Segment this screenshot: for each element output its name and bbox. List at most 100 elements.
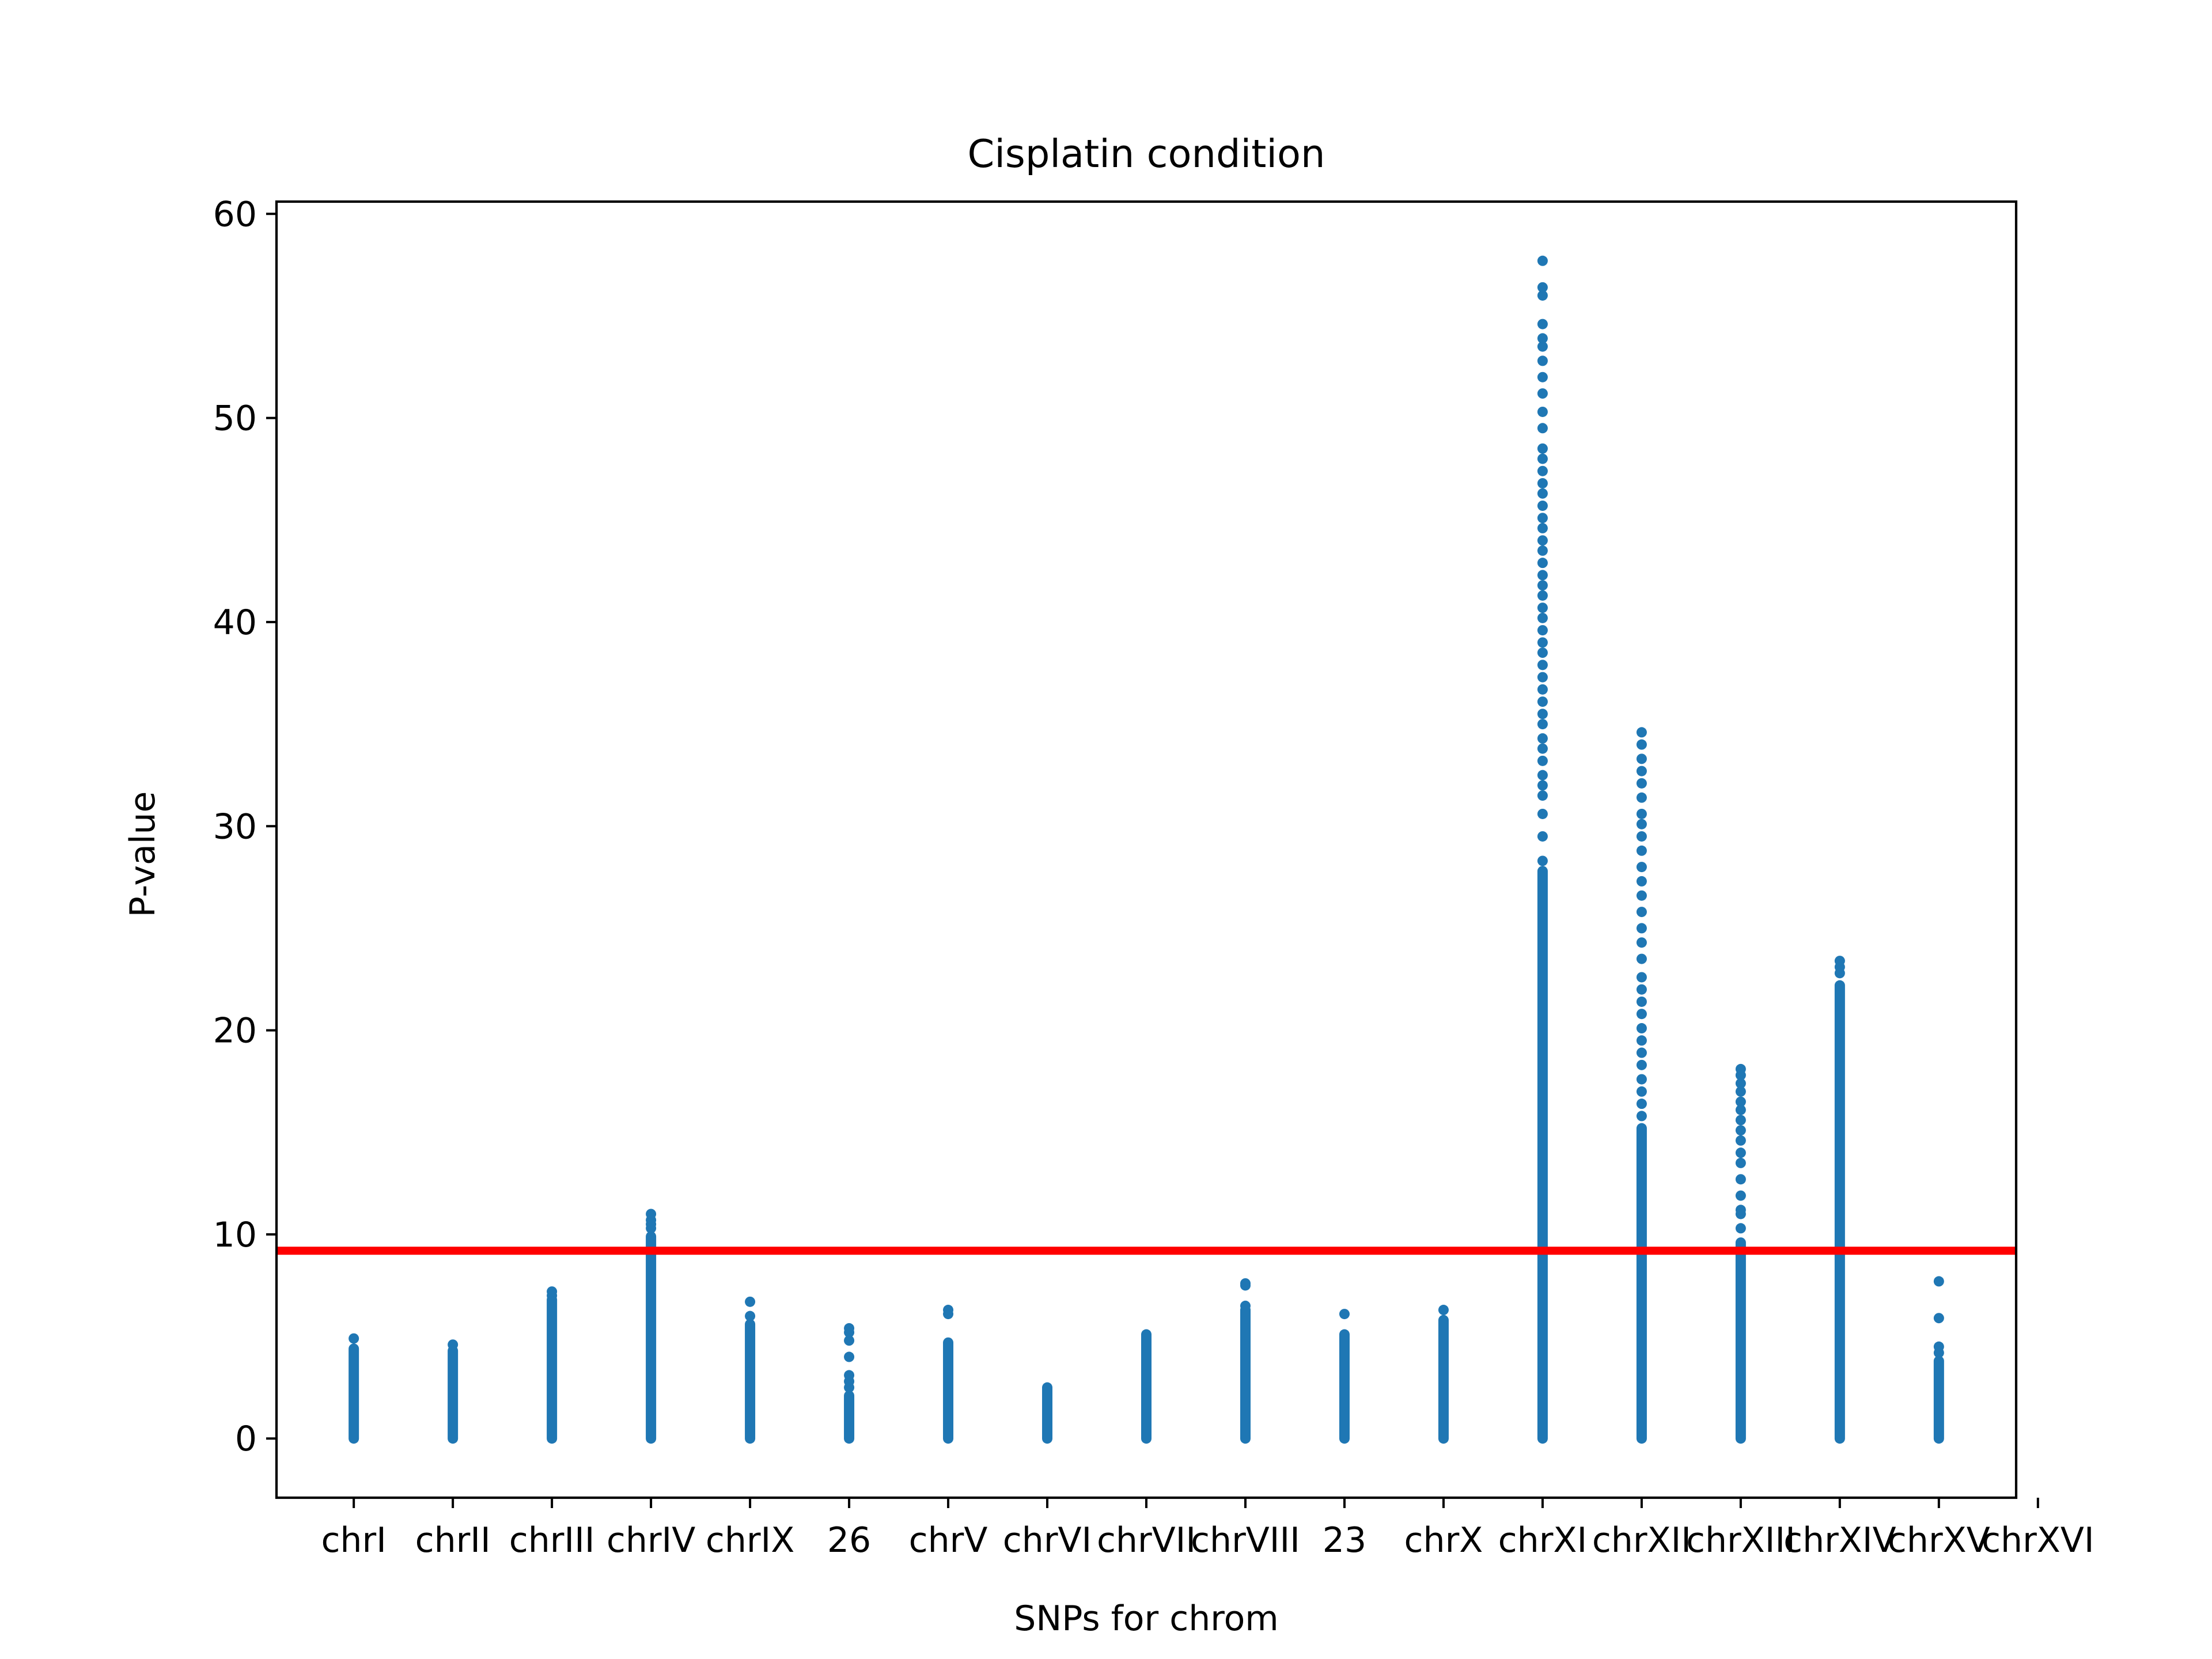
snp-point [1537, 513, 1548, 524]
x-tick-label: chrVII [1097, 1520, 1196, 1560]
snp-point [1636, 1074, 1647, 1085]
x-axis: chrI chrII chrIII chrIV chrIX 26 chrV chrVI chrV… [321, 1498, 2094, 1560]
snp-point [1537, 355, 1548, 366]
snp-point [448, 1339, 459, 1350]
snp-point [1735, 1205, 1746, 1215]
snp-point [1537, 684, 1548, 695]
snp-point [1537, 855, 1548, 866]
snp-point [1735, 1190, 1746, 1201]
snp-point [1537, 647, 1548, 658]
snp-point [1537, 743, 1548, 754]
snp-point [1735, 1063, 1746, 1074]
y-tick-label: 30 [213, 806, 257, 847]
snp-point [1537, 423, 1548, 434]
snp-point [745, 1296, 756, 1307]
snp-point [1537, 282, 1548, 293]
snp-point [1636, 1035, 1647, 1046]
snp-point [1636, 937, 1647, 948]
snp-point [1537, 465, 1548, 476]
snp-point [844, 1323, 855, 1334]
snp-point [1735, 1223, 1746, 1234]
snp-column-chrXI [1537, 255, 1548, 1444]
snp-column-chrXV [1933, 1276, 1944, 1444]
snp-point [1537, 290, 1548, 301]
snp-point [1735, 1104, 1746, 1115]
snp-point [1636, 1047, 1647, 1058]
snp-point [1636, 778, 1647, 789]
y-tick-label: 40 [213, 603, 257, 643]
snp-point [1339, 1309, 1350, 1320]
snp-point [1537, 780, 1548, 791]
snp-point [1537, 319, 1548, 329]
snp-point [1537, 660, 1548, 671]
snp-point [844, 1370, 855, 1381]
snp-point [1537, 770, 1548, 781]
snp-point [1537, 625, 1548, 636]
snp-point [1537, 637, 1548, 648]
snp-column-chrV [943, 1305, 954, 1444]
snp-point [1636, 1059, 1647, 1070]
y-tick-label: 20 [213, 1011, 257, 1051]
x-tick-label: chrVIII [1191, 1520, 1300, 1560]
snp-point [1537, 709, 1548, 719]
snp-point [1735, 1147, 1746, 1158]
snp-point [1537, 255, 1548, 266]
snp-point [1537, 790, 1548, 801]
snp-point [1636, 753, 1647, 764]
snp-point [1735, 1078, 1746, 1089]
snp-point [1735, 1174, 1746, 1185]
snp-column-chrXIV [1834, 956, 1845, 1444]
snp-point [1735, 1115, 1746, 1126]
snp-column-26 [844, 1323, 855, 1444]
snp-point [1636, 907, 1647, 918]
snp-point [1636, 1099, 1647, 1109]
snp-point [1636, 862, 1647, 873]
snp-point [1537, 696, 1548, 707]
snp-point [1636, 819, 1647, 830]
snp-point [745, 1310, 756, 1321]
snp-point [1636, 831, 1647, 842]
x-tick-label: chrI [321, 1520, 386, 1560]
snp-column-chrXII [1636, 727, 1647, 1444]
snp-point [349, 1333, 359, 1344]
snp-column-chrI [349, 1333, 359, 1444]
snp-point [1438, 1305, 1449, 1316]
snp-point [1636, 845, 1647, 856]
x-tick-label: chrXV [1888, 1520, 1990, 1560]
snp-point [1537, 590, 1548, 601]
x-tick-label: chrIII [509, 1520, 595, 1560]
snp-point [1537, 341, 1548, 352]
y-tick-label: 60 [213, 194, 257, 234]
snp-point [1537, 672, 1548, 683]
y-tick-label: 10 [213, 1215, 257, 1255]
x-tick-label: 23 [1323, 1520, 1366, 1560]
x-tick-label: chrXIII [1686, 1520, 1796, 1560]
snp-point [1735, 1125, 1746, 1136]
snp-point [1240, 1278, 1251, 1289]
snp-point [1636, 1111, 1647, 1122]
snp-column-chrIII [547, 1286, 558, 1444]
snp-point [1636, 953, 1647, 964]
x-tick-label: chrIV [607, 1520, 695, 1560]
snp-point [844, 1351, 855, 1362]
snp-point [1537, 580, 1548, 591]
snp-column-chrX [1438, 1305, 1449, 1444]
snp-point [1537, 831, 1548, 842]
snp-point [1537, 500, 1548, 511]
y-tick-label: 50 [213, 399, 257, 439]
snp-point [1636, 996, 1647, 1007]
snp-point [1537, 808, 1548, 819]
snp-point [1537, 388, 1548, 399]
snp-point [1537, 453, 1548, 464]
snp-point [1537, 755, 1548, 766]
snp-point [943, 1305, 954, 1316]
snp-point [646, 1209, 657, 1219]
snp-column-chrXIII [1735, 1063, 1746, 1444]
snp-point [1636, 890, 1647, 901]
snp-point [1636, 739, 1647, 750]
snp-point [1537, 719, 1548, 730]
x-axis-label: SNPs for chrom [1014, 1599, 1279, 1639]
snp-point [1933, 1341, 1944, 1352]
